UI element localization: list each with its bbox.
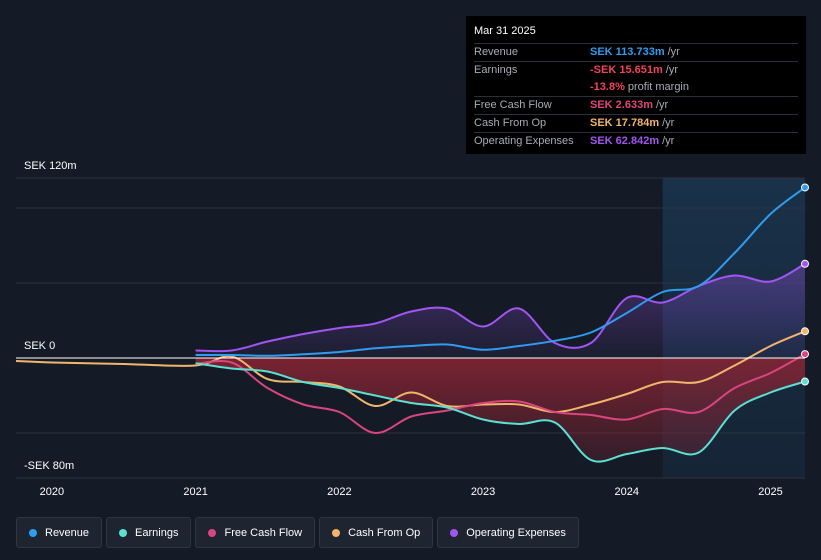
earnings-line bbox=[195, 362, 806, 463]
tooltip-row-value: SEK 62.842m bbox=[590, 135, 660, 147]
legend-item-free-cash-flow[interactable]: Free Cash Flow bbox=[195, 517, 316, 548]
legend-item-revenue[interactable]: Revenue bbox=[16, 517, 103, 548]
legend-dot-icon bbox=[119, 528, 128, 537]
earnings-end-point bbox=[801, 377, 809, 386]
operating-expenses-area bbox=[195, 263, 806, 358]
tooltip-date: Mar 31 2025 bbox=[474, 25, 536, 37]
tooltip-row: Revenue SEK 113.733m/yr bbox=[474, 43, 798, 61]
legend-dot-icon bbox=[208, 528, 217, 537]
legend-label: Cash From Op bbox=[348, 526, 421, 539]
tooltip: Mar 31 2025 Revenue SEK 113.733m/yr Earnin… bbox=[466, 16, 806, 154]
x-tick-label: 2025 bbox=[758, 486, 783, 498]
cash-from-op-end-point bbox=[801, 327, 809, 336]
tooltip-row-value: -SEK 15.651m bbox=[590, 64, 663, 76]
series-end-dots bbox=[801, 183, 809, 386]
x-tick-label: 2022 bbox=[327, 486, 352, 498]
legend-dot-icon bbox=[450, 528, 459, 537]
tooltip-row: Free Cash Flow SEK 2.633m/yr bbox=[474, 96, 798, 114]
legend-label: Free Cash Flow bbox=[224, 526, 303, 539]
legend-label: Operating Expenses bbox=[466, 526, 566, 539]
tooltip-row: -13.8% profit margin bbox=[474, 79, 798, 96]
legend: Revenue Earnings Free Cash Flow Cash From O… bbox=[16, 517, 579, 548]
tooltip-row: Cash From Op SEK 17.784m/yr bbox=[474, 114, 798, 132]
legend-dot-icon bbox=[332, 528, 341, 537]
tooltip-row-label: Free Cash Flow bbox=[474, 99, 552, 111]
x-tick-label: 2021 bbox=[183, 486, 208, 498]
tooltip-row-label: Earnings bbox=[474, 64, 518, 76]
tooltip-row-unit: /yr bbox=[655, 99, 669, 111]
tooltip-row-label: Operating Expenses bbox=[474, 135, 574, 147]
legend-item-cash-from-op[interactable]: Cash From Op bbox=[319, 517, 434, 548]
tooltip-row-unit: /yr bbox=[662, 117, 675, 129]
tooltip-rows: Revenue SEK 113.733m/yr Earnings -SEK 15.65… bbox=[474, 43, 798, 150]
tooltip-row-unit: profit margin bbox=[627, 81, 689, 93]
y-label-bottom: -SEK 80m bbox=[24, 460, 75, 472]
tooltip-row-label: Cash From Op bbox=[474, 117, 547, 129]
free-cash-flow-line bbox=[195, 353, 806, 435]
x-tick-label: 2024 bbox=[614, 486, 640, 498]
legend-item-earnings[interactable]: Earnings bbox=[106, 517, 192, 548]
tooltip-row: Earnings -SEK 15.651m/yr bbox=[474, 61, 798, 79]
y-label-zero: SEK 0 bbox=[24, 340, 56, 352]
tooltip-row-value: SEK 113.733m bbox=[590, 46, 665, 58]
free-cash-flow-end-point bbox=[801, 350, 809, 359]
x-tick-label: 2023 bbox=[470, 486, 496, 498]
tooltip-row-unit: /yr bbox=[665, 64, 678, 76]
x-tick-label: 2020 bbox=[39, 486, 65, 498]
tooltip-row: Operating Expenses SEK 62.842m/yr bbox=[474, 132, 798, 150]
tooltip-row-value: SEK 17.784m bbox=[590, 117, 660, 129]
legend-label: Earnings bbox=[135, 526, 179, 539]
legend-item-operating-expenses[interactable]: Operating Expenses bbox=[437, 517, 579, 548]
revenue-end-point bbox=[801, 183, 809, 192]
operating-expenses-end-point bbox=[801, 259, 809, 268]
y-label-top: SEK 120m bbox=[24, 160, 77, 172]
grid bbox=[16, 177, 805, 479]
tooltip-row-value: SEK 2.633m bbox=[590, 99, 653, 111]
tooltip-row-label: Revenue bbox=[474, 46, 519, 58]
cash-from-op-line bbox=[15, 330, 806, 413]
tooltip-row-value: -13.8% bbox=[590, 81, 625, 93]
tooltip-row-label bbox=[474, 79, 590, 96]
series-lines bbox=[15, 186, 806, 463]
tooltip-row-unit: /yr bbox=[662, 135, 675, 147]
tooltip-row-unit: /yr bbox=[667, 46, 680, 58]
legend-label: Revenue bbox=[45, 526, 90, 539]
revenue-line bbox=[195, 186, 806, 357]
legend-dot-icon bbox=[29, 528, 37, 537]
